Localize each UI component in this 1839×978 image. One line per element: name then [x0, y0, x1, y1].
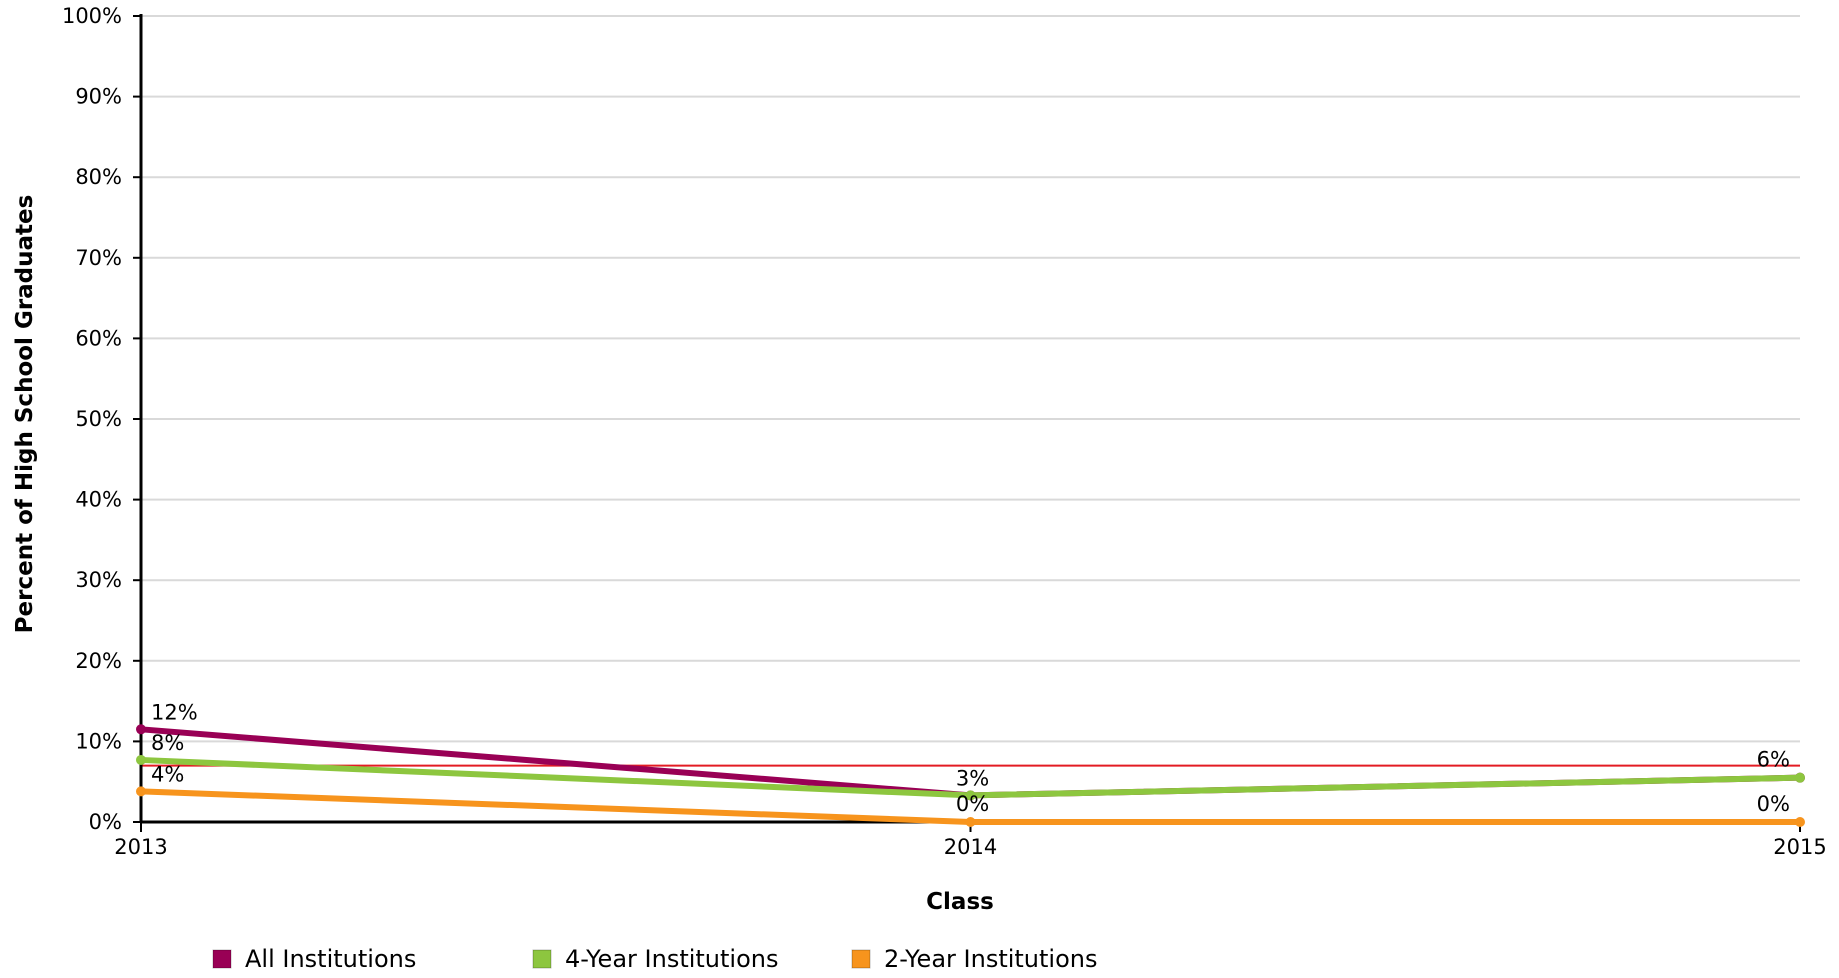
y-tick-label: 60%: [75, 326, 122, 350]
legend-label: All Institutions: [245, 945, 416, 973]
y-tick-label: 80%: [75, 165, 122, 189]
x-tick-label: 2015: [1773, 835, 1826, 859]
series-layer: [136, 724, 1805, 827]
data-label: 0%: [956, 792, 989, 816]
y-tick-label: 0%: [89, 810, 122, 834]
x-axis-title: Class: [926, 889, 994, 915]
data-label: 12%: [151, 700, 198, 724]
data-point: [1795, 772, 1805, 783]
y-tick-label: 20%: [75, 649, 122, 673]
data-point: [1795, 817, 1805, 827]
legend: All Institutions 4-Year Institutions 2-Yea…: [212, 945, 1098, 973]
data-point: [965, 790, 976, 801]
y-tick-label: 70%: [75, 246, 122, 270]
legend-label: 4-Year Institutions: [565, 945, 779, 973]
y-tick-label: 10%: [75, 729, 122, 753]
legend-swatch: [532, 949, 552, 969]
legend-swatch: [851, 949, 871, 969]
axes: 0% 10% 20% 30% 40% 50% 60% 70% 80% 90% 100% 2013 201…: [62, 4, 1827, 859]
y-tick-label: 90%: [75, 85, 122, 109]
data-labels: 12% 8% 3% 6% 4% 0% 0%: [151, 700, 1790, 816]
gridlines: [141, 15, 1800, 743]
data-label: 3%: [956, 766, 989, 790]
x-tick-label: 2013: [114, 835, 167, 859]
y-tick-label: 30%: [75, 568, 122, 592]
legend-swatch: [212, 949, 232, 969]
data-point: [136, 724, 146, 735]
x-tick-label: 2014: [944, 835, 997, 859]
legend-label: 2-Year Institutions: [884, 945, 1098, 973]
data-point: [136, 754, 146, 765]
data-label: 4%: [151, 762, 184, 786]
y-tick-label: 40%: [75, 488, 122, 512]
data-point: [965, 817, 976, 827]
data-label: 8%: [151, 731, 184, 755]
y-tick-label: 100%: [62, 4, 122, 28]
data-label: 6%: [1757, 748, 1790, 772]
y-axis-title: Percent of High School Graduates: [12, 195, 38, 634]
data-label: 0%: [1757, 792, 1790, 816]
data-point: [136, 786, 146, 797]
y-tick-label: 50%: [75, 407, 122, 431]
